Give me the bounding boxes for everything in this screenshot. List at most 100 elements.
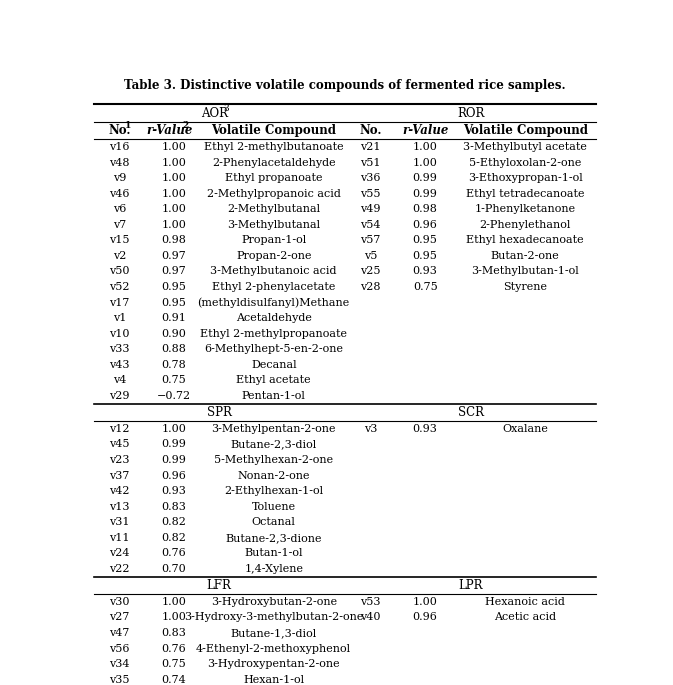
Text: v33: v33 [109, 345, 129, 354]
Text: v27: v27 [109, 612, 129, 623]
Text: 0.82: 0.82 [162, 533, 186, 543]
Text: Butane-2,3-dione: Butane-2,3-dione [225, 533, 322, 543]
Text: Ethyl 2-methylpropanoate: Ethyl 2-methylpropanoate [201, 329, 347, 338]
Text: Hexanoic acid: Hexanoic acid [485, 597, 565, 607]
Text: 0.93: 0.93 [413, 424, 437, 434]
Text: 0.99: 0.99 [413, 188, 437, 199]
Text: 1.00: 1.00 [413, 142, 437, 152]
Text: 3-Hydroxypentan-2-one: 3-Hydroxypentan-2-one [207, 659, 340, 669]
Text: 0.96: 0.96 [162, 471, 186, 481]
Text: 0.99: 0.99 [162, 455, 186, 465]
Text: 1.00: 1.00 [413, 158, 437, 168]
Text: 2-Methylpropanoic acid: 2-Methylpropanoic acid [207, 188, 341, 199]
Text: Butan-2-one: Butan-2-one [491, 251, 559, 261]
Text: r-Value: r-Value [402, 124, 448, 137]
Text: No.: No. [359, 124, 382, 137]
Text: 2-Phenylacetaldehyde: 2-Phenylacetaldehyde [212, 158, 336, 168]
Text: Acetic acid: Acetic acid [494, 612, 556, 623]
Text: v17: v17 [109, 297, 129, 308]
Text: v55: v55 [361, 188, 381, 199]
Text: v35: v35 [109, 675, 129, 685]
Text: 1.00: 1.00 [162, 173, 186, 183]
Text: 0.93: 0.93 [413, 266, 437, 277]
Text: 3-Ethoxypropan-1-ol: 3-Ethoxypropan-1-ol [468, 173, 583, 183]
Text: v53: v53 [361, 597, 381, 607]
Text: 0.97: 0.97 [162, 251, 186, 261]
Text: Butane-2,3-diol: Butane-2,3-diol [231, 439, 317, 449]
Text: Volatile Compound: Volatile Compound [462, 124, 588, 137]
Text: 0.76: 0.76 [162, 643, 186, 653]
Text: 0.75: 0.75 [162, 659, 186, 669]
Text: v57: v57 [361, 236, 381, 245]
Text: v4: v4 [112, 375, 126, 386]
Text: 0.76: 0.76 [162, 549, 186, 558]
Text: v23: v23 [109, 455, 129, 465]
Text: 0.78: 0.78 [162, 360, 186, 370]
Text: 1.00: 1.00 [162, 188, 186, 199]
Text: v24: v24 [109, 549, 129, 558]
Text: Ethyl acetate: Ethyl acetate [236, 375, 311, 386]
Text: 3: 3 [223, 104, 229, 113]
Text: Butan-1-ol: Butan-1-ol [244, 549, 303, 558]
Text: 3-Methylpentan-2-one: 3-Methylpentan-2-one [211, 424, 336, 434]
Text: 0.90: 0.90 [162, 329, 186, 338]
Text: 3-Methylbutan-1-ol: 3-Methylbutan-1-ol [471, 266, 579, 277]
Text: AOR: AOR [201, 107, 229, 120]
Text: v9: v9 [112, 173, 126, 183]
Text: 0.91: 0.91 [162, 313, 186, 323]
Text: 0.95: 0.95 [162, 297, 186, 308]
Text: 0.99: 0.99 [413, 173, 437, 183]
Text: 0.98: 0.98 [413, 204, 437, 214]
Text: v13: v13 [109, 501, 129, 512]
Text: 3-Methylbutanoic acid: 3-Methylbutanoic acid [211, 266, 337, 277]
Text: 6-Methylhept-5-en-2-one: 6-Methylhept-5-en-2-one [204, 345, 343, 354]
Text: v12: v12 [109, 424, 129, 434]
Text: 3-Methylbutanal: 3-Methylbutanal [227, 220, 320, 229]
Text: 1: 1 [125, 121, 131, 130]
Text: v48: v48 [109, 158, 129, 168]
Text: v25: v25 [361, 266, 381, 277]
Text: Ethyl hexadecanoate: Ethyl hexadecanoate [466, 236, 584, 245]
Text: LFR: LFR [207, 579, 232, 592]
Text: v52: v52 [109, 282, 129, 292]
Text: v36: v36 [361, 173, 381, 183]
Text: Styrene: Styrene [503, 282, 547, 292]
Text: v54: v54 [361, 220, 381, 229]
Text: v22: v22 [109, 564, 129, 574]
Text: v31: v31 [109, 517, 129, 527]
Text: v11: v11 [109, 533, 129, 543]
Text: r-Value: r-Value [147, 124, 192, 137]
Text: 2-Methylbutanal: 2-Methylbutanal [227, 204, 320, 214]
Text: v30: v30 [109, 597, 129, 607]
Text: 1,4-Xylene: 1,4-Xylene [244, 564, 304, 574]
Text: v34: v34 [109, 659, 129, 669]
Text: 0.98: 0.98 [162, 236, 186, 245]
Text: 0.95: 0.95 [162, 282, 186, 292]
Text: v29: v29 [109, 391, 129, 401]
Text: 2-Phenylethanol: 2-Phenylethanol [479, 220, 571, 229]
Text: v50: v50 [109, 266, 129, 277]
Text: v56: v56 [109, 643, 129, 653]
Text: Nonan-2-one: Nonan-2-one [238, 471, 310, 481]
Text: Propan-2-one: Propan-2-one [236, 251, 312, 261]
Text: v21: v21 [361, 142, 381, 152]
Text: 0.83: 0.83 [162, 628, 186, 638]
Text: Decanal: Decanal [251, 360, 297, 370]
Text: Ethyl tetradecanoate: Ethyl tetradecanoate [466, 188, 584, 199]
Text: v37: v37 [109, 471, 129, 481]
Text: (methyldisulfanyl)Methane: (methyldisulfanyl)Methane [198, 297, 350, 308]
Text: 0.95: 0.95 [413, 236, 437, 245]
Text: 1.00: 1.00 [162, 220, 186, 229]
Text: 2-Ethylhexan-1-ol: 2-Ethylhexan-1-ol [224, 486, 323, 496]
Text: v10: v10 [109, 329, 129, 338]
Text: v45: v45 [109, 439, 129, 449]
Text: 0.75: 0.75 [413, 282, 437, 292]
Text: 0.88: 0.88 [162, 345, 186, 354]
Text: 3-Hydroxybutan-2-one: 3-Hydroxybutan-2-one [211, 597, 336, 607]
Text: Pentan-1-ol: Pentan-1-ol [242, 391, 306, 401]
Text: 4-Ethenyl-2-methoxyphenol: 4-Ethenyl-2-methoxyphenol [196, 643, 351, 653]
Text: 0.95: 0.95 [413, 251, 437, 261]
Text: 0.82: 0.82 [162, 517, 186, 527]
Text: v42: v42 [109, 486, 129, 496]
Text: Propan-1-ol: Propan-1-ol [241, 236, 306, 245]
